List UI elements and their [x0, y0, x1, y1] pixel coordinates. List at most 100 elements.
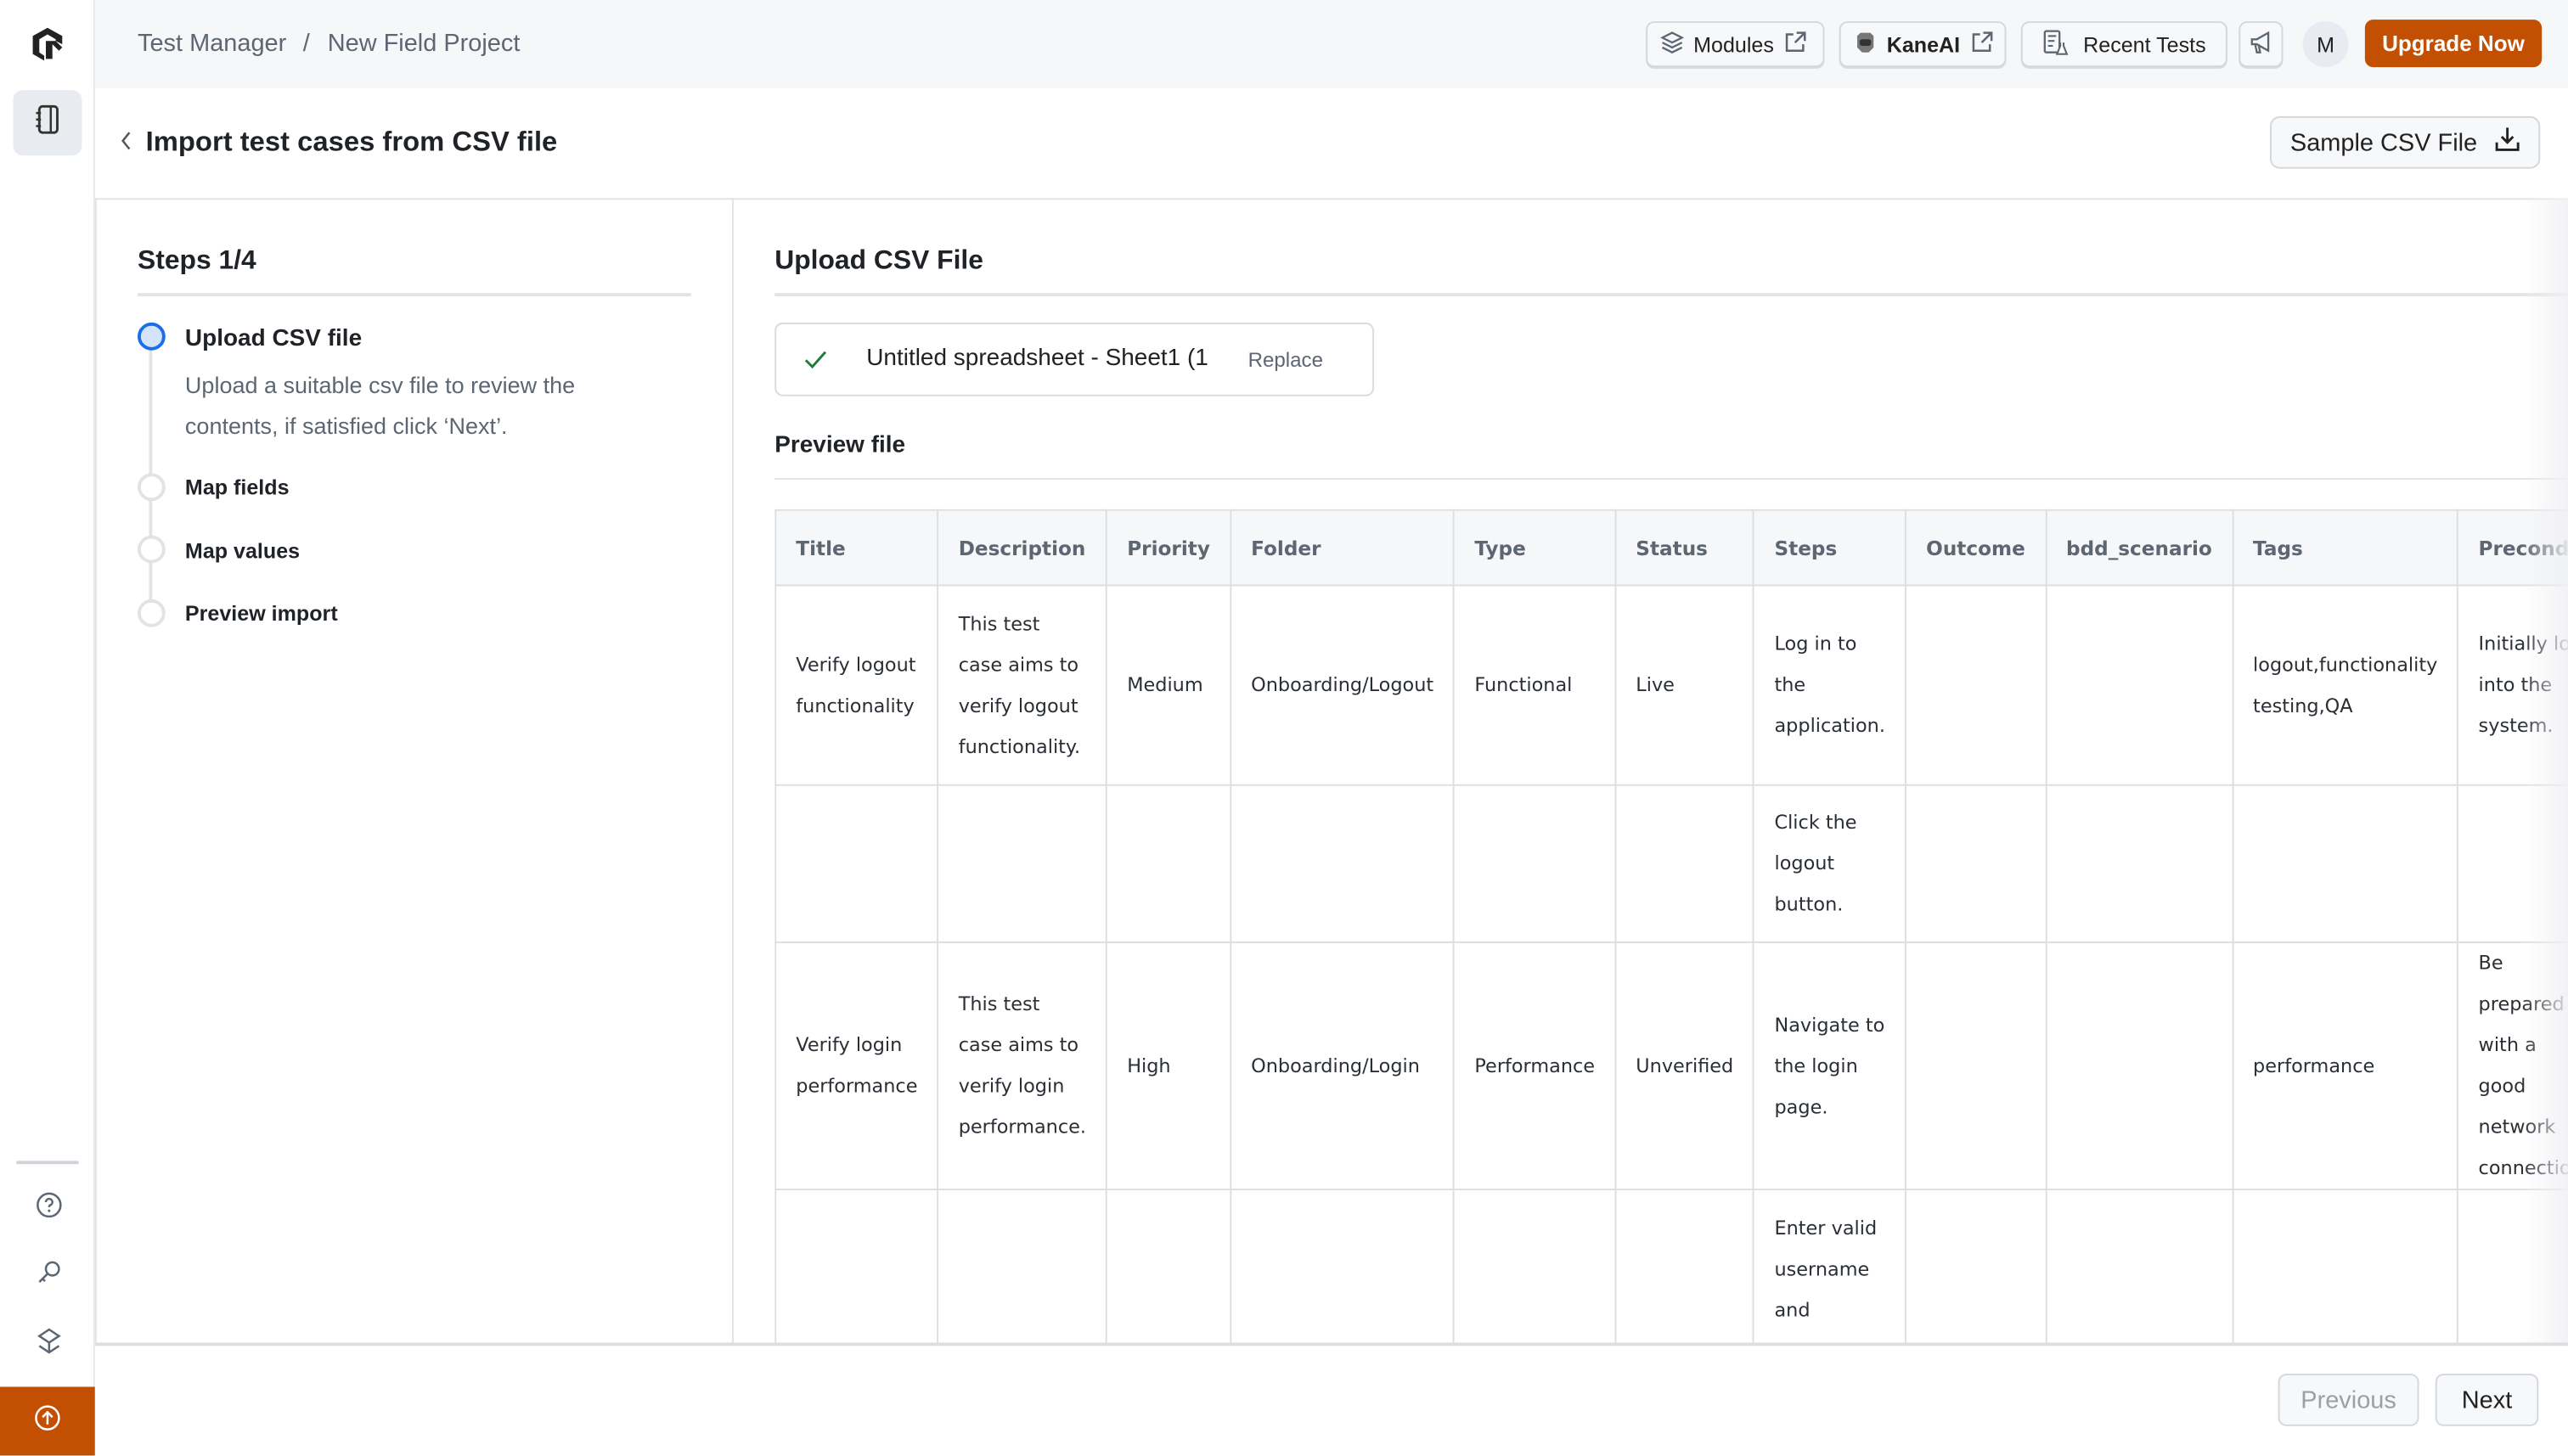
page-title: Import test cases from CSV file [145, 126, 558, 158]
check-icon [804, 349, 827, 379]
sidebar-item-test-manager[interactable] [13, 90, 82, 156]
table-cell: Performance [1453, 941, 1617, 1191]
upload-title: Upload CSV File [774, 245, 983, 275]
upgrade-now-button[interactable]: Upgrade Now [2364, 20, 2543, 68]
megaphone-icon [2250, 30, 2272, 59]
table-cell [774, 1189, 939, 1343]
breadcrumb-project[interactable]: New Field Project [327, 29, 521, 58]
step-indicator [137, 535, 166, 564]
table-cell: Navigate to the login page. [1753, 941, 1907, 1191]
column-header: bdd_scenario [2044, 509, 2233, 587]
table-cell [1106, 1189, 1232, 1343]
table-cell: Verify logout functionality [774, 584, 939, 786]
table-cell [1905, 941, 2047, 1191]
modules-label: Modules [1693, 31, 1774, 57]
table-cell [1106, 784, 1232, 943]
table-cell: This test case aims to verify login perf… [937, 941, 1108, 1191]
table-cell [1905, 1189, 2047, 1343]
table-row: Enter valid username and password. [774, 1189, 2568, 1343]
previous-button[interactable]: Previous [2278, 1374, 2419, 1426]
sidebar-divider [16, 1161, 79, 1165]
table-cell [2044, 1189, 2233, 1343]
layers-icon [1659, 31, 1685, 59]
step-indicator [137, 473, 166, 502]
sample-csv-button[interactable]: Sample CSV File [2269, 115, 2541, 169]
breadcrumb-test-manager[interactable]: Test Manager [137, 29, 287, 58]
breadcrumb-separator: / [302, 29, 310, 58]
kaneai-button[interactable]: KaneAI [1839, 21, 2007, 68]
sidebar [0, 0, 95, 1456]
logo-icon[interactable] [28, 25, 67, 72]
test-flask-icon [2042, 29, 2069, 60]
file-name: Untitled spreadsheet - Sheet1 (1 [866, 345, 1208, 372]
preview-table-container[interactable]: Title Description Priority Folder Type Status… [774, 509, 2568, 1343]
table-cell: Log in to the application. [1753, 584, 1907, 786]
table-cell: This test case aims to verify logout fun… [937, 584, 1108, 786]
table-cell [1905, 784, 2047, 943]
table-row: Verify logout functionality This test cas… [774, 584, 2568, 786]
scroll-fade [2521, 198, 2568, 1345]
step-indicator-active [137, 322, 166, 351]
table-header-row: Title Description Priority Folder Type Status… [774, 509, 2568, 587]
column-header: Description [937, 509, 1108, 587]
table-cell: Onboarding/Login [1230, 941, 1456, 1191]
table-cell: Unverified [1614, 941, 1755, 1191]
external-link-icon [1783, 31, 1806, 59]
steps-title: Steps 1/4 [137, 245, 256, 275]
recent-tests-button[interactable]: Recent Tests [2020, 21, 2227, 68]
preview-file-title: Preview file [774, 432, 906, 458]
replace-link[interactable]: Replace [1247, 348, 1324, 372]
table-cell [1230, 784, 1456, 943]
table-cell: High [1106, 941, 1232, 1191]
step-map-values[interactable]: Map values [184, 538, 301, 564]
table-cell [2044, 941, 2233, 1191]
footer [94, 1342, 2568, 1456]
announcements-button[interactable] [2239, 21, 2284, 68]
uploaded-file-box: Untitled spreadsheet - Sheet1 (1 Replace [774, 322, 1375, 396]
column-header: Status [1614, 509, 1755, 587]
step-map-fields[interactable]: Map fields [184, 475, 290, 500]
table-row: Click the logout button. [774, 784, 2568, 943]
arrow-up-circle-icon [34, 1404, 60, 1439]
table-cell: Click the logout button. [1753, 784, 1907, 943]
step-preview-import[interactable]: Preview import [184, 600, 338, 626]
column-header: Folder [1230, 509, 1456, 587]
back-chevron-icon[interactable] [118, 129, 134, 160]
column-header: Priority [1106, 509, 1232, 587]
table-cell [2231, 1189, 2459, 1343]
table-cell [1614, 1189, 1755, 1343]
preview-divider [774, 478, 2568, 481]
step-indicator [137, 599, 166, 627]
table-cell [2044, 784, 2233, 943]
table-cell [1453, 784, 1617, 943]
table-cell [937, 1189, 1108, 1343]
user-avatar[interactable]: M [2302, 21, 2349, 68]
header-divider [94, 198, 2568, 200]
table-cell [2231, 784, 2459, 943]
kaneai-helmet-icon [1854, 31, 1877, 59]
help-icon[interactable] [31, 1187, 67, 1223]
table-cell: Functional [1453, 584, 1617, 786]
upload-divider [774, 293, 2568, 297]
table-cell [1614, 784, 1755, 943]
table-cell: Enter valid username and password. [1753, 1189, 1907, 1343]
modules-button[interactable]: Modules [1646, 21, 1825, 68]
table-cell: performance [2231, 941, 2459, 1191]
integrations-icon[interactable] [31, 1323, 67, 1358]
column-header: Tags [2231, 509, 2459, 587]
preview-table: Title Description Priority Folder Type Status… [774, 509, 2568, 1343]
step-upload-description: Upload a suitable csv file to review the… [184, 371, 576, 439]
notebook-icon [34, 104, 60, 141]
upgrade-sidebar-button[interactable] [0, 1386, 95, 1456]
kaneai-label: KaneAI [1886, 31, 1961, 57]
table-cell [1453, 1189, 1617, 1343]
panel-divider [732, 198, 734, 1345]
table-cell: Verify login performance [774, 941, 939, 1191]
column-header: Title [774, 509, 939, 587]
column-header: Steps [1753, 509, 1907, 587]
recent-tests-label: Recent Tests [2083, 31, 2206, 57]
step-upload-csv[interactable]: Upload CSV file [184, 325, 363, 352]
next-button[interactable]: Next [2435, 1374, 2539, 1426]
table-cell [774, 784, 939, 943]
key-icon[interactable] [31, 1254, 67, 1290]
